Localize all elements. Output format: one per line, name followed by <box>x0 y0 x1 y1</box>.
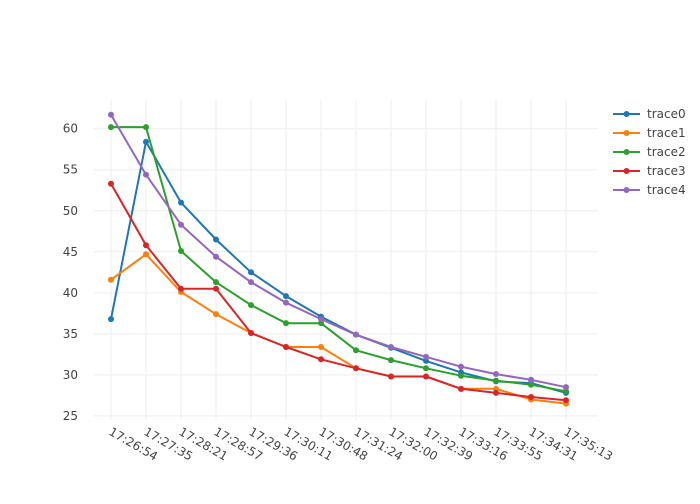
data-point <box>318 343 324 350</box>
data-point <box>388 343 394 350</box>
data-point <box>318 316 324 323</box>
legend-label: trace3 <box>647 164 686 178</box>
data-point <box>388 357 394 364</box>
data-point <box>563 384 569 391</box>
data-point <box>143 138 149 145</box>
series-line <box>111 126 567 393</box>
legend[interactable]: trace0 trace1 trace2 trace3 trace4 <box>613 107 686 197</box>
series-lines <box>108 111 569 407</box>
y-axis: 25 30 35 40 45 50 55 60 <box>63 122 78 423</box>
data-point <box>248 330 254 337</box>
series-line <box>110 253 567 405</box>
data-point <box>423 365 429 372</box>
data-point <box>528 376 534 383</box>
series-trace2 <box>108 124 569 395</box>
data-point <box>283 320 289 327</box>
data-point <box>458 363 464 370</box>
data-point <box>318 356 324 363</box>
data-point <box>423 357 429 364</box>
y-tick-label: 35 <box>63 327 78 341</box>
data-point <box>423 373 429 380</box>
data-point <box>283 293 289 300</box>
series-trace3 <box>108 180 569 404</box>
data-point <box>353 365 359 372</box>
data-point <box>563 388 569 395</box>
data-point <box>143 242 149 249</box>
series-trace1 <box>108 251 569 407</box>
data-point <box>213 253 219 260</box>
legend-swatch-marker <box>623 111 630 117</box>
data-point <box>143 251 149 258</box>
legend-swatch-marker <box>623 149 630 155</box>
legend-item-trace2[interactable]: trace2 <box>613 145 686 159</box>
legend-item-trace3[interactable]: trace3 <box>613 164 686 178</box>
data-point <box>108 316 114 323</box>
data-point <box>178 199 184 206</box>
data-point <box>353 331 359 338</box>
legend-label: trace2 <box>647 145 686 159</box>
data-point <box>248 302 254 309</box>
data-point <box>388 373 394 380</box>
data-point <box>248 279 254 286</box>
data-point <box>493 389 499 396</box>
data-point <box>178 221 184 228</box>
data-point <box>213 285 219 292</box>
legend-swatch-marker <box>623 130 630 136</box>
data-point <box>178 247 184 254</box>
data-point <box>458 385 464 392</box>
data-point <box>423 353 429 360</box>
data-point <box>493 377 499 384</box>
data-point <box>108 276 114 283</box>
legend-item-trace4[interactable]: trace4 <box>613 183 686 197</box>
data-point <box>108 124 114 131</box>
data-point <box>528 394 534 401</box>
legend-label: trace4 <box>647 183 686 197</box>
legend-label: trace0 <box>647 107 686 121</box>
series-line <box>110 114 567 389</box>
y-tick-label: 45 <box>63 245 78 259</box>
legend-swatch-marker <box>623 187 630 193</box>
data-point <box>108 111 114 118</box>
data-point <box>528 381 534 388</box>
data-point <box>143 124 149 131</box>
data-point <box>178 285 184 292</box>
y-tick-label: 50 <box>63 204 78 218</box>
y-tick-label: 55 <box>63 163 78 177</box>
data-point <box>493 371 499 378</box>
legend-swatch-marker <box>623 168 630 174</box>
grid <box>94 100 598 420</box>
y-tick-label: 30 <box>63 368 78 382</box>
data-point <box>248 269 254 276</box>
data-point <box>108 180 114 187</box>
data-point <box>283 343 289 350</box>
data-point <box>213 236 219 243</box>
x-axis: 17:26:5417:27:3517:28:2117:28:5717:29:36… <box>107 424 616 463</box>
legend-item-trace1[interactable]: trace1 <box>613 126 686 140</box>
legend-label: trace1 <box>647 126 686 140</box>
data-point <box>213 279 219 286</box>
y-tick-label: 60 <box>63 122 78 136</box>
data-point <box>458 372 464 379</box>
series-line <box>110 140 567 394</box>
legend-item-trace0[interactable]: trace0 <box>613 107 686 121</box>
data-point <box>318 320 324 327</box>
series-line <box>110 183 567 402</box>
series-trace4 <box>108 111 569 391</box>
data-point <box>493 385 499 392</box>
data-point <box>213 311 219 318</box>
y-tick-label: 40 <box>63 286 78 300</box>
data-point <box>283 299 289 306</box>
data-point <box>143 171 149 178</box>
data-point <box>563 397 569 404</box>
data-point <box>353 347 359 354</box>
y-tick-label: 25 <box>63 409 78 423</box>
